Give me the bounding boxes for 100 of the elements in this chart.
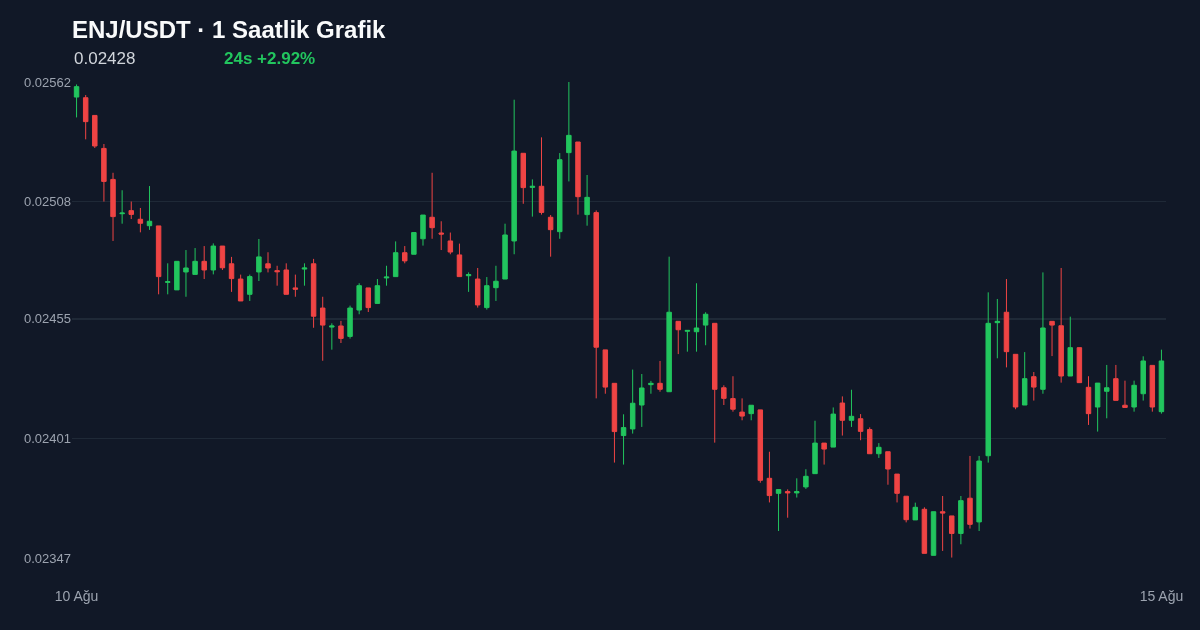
candlestick xyxy=(383,265,390,287)
candlestick xyxy=(848,389,855,428)
candlestick xyxy=(766,451,773,503)
candlestick xyxy=(1104,364,1110,419)
candlestick xyxy=(1122,380,1128,408)
candlestick xyxy=(775,489,782,532)
candlestick xyxy=(119,189,125,225)
candlestick xyxy=(639,373,645,428)
candlestick xyxy=(1076,347,1083,384)
candlestick xyxy=(192,247,198,275)
candlestick xyxy=(183,249,189,298)
candlestick xyxy=(702,311,709,346)
candlestick xyxy=(721,384,727,406)
candlestick xyxy=(876,442,882,459)
candlestick xyxy=(319,296,326,362)
candlestick xyxy=(657,360,663,393)
candlestick xyxy=(502,223,508,280)
candlestick xyxy=(338,320,344,344)
candlestick xyxy=(529,178,536,218)
candlestick xyxy=(292,274,299,298)
candlestick xyxy=(438,220,444,251)
candlestick xyxy=(128,201,134,220)
candlestick xyxy=(274,265,280,287)
candlestick xyxy=(465,271,472,293)
candlestick xyxy=(939,495,946,552)
candlestick xyxy=(237,274,244,302)
candlestick xyxy=(648,380,654,395)
candlestick xyxy=(693,282,700,353)
candlestick xyxy=(830,406,836,448)
y-tick-label: 0.02562 xyxy=(24,74,71,90)
candlestick xyxy=(866,426,873,455)
candlestick xyxy=(784,488,791,519)
candlestick xyxy=(739,397,745,421)
candlestick xyxy=(675,320,681,355)
candlestick xyxy=(447,232,454,255)
candlestick xyxy=(301,262,308,287)
candlestick xyxy=(666,256,672,393)
candlestick xyxy=(247,274,253,302)
candlestick xyxy=(520,152,527,205)
candlestick xyxy=(1058,267,1064,384)
candlestick xyxy=(92,114,98,149)
candlestick xyxy=(620,413,627,466)
candlestick xyxy=(894,473,900,503)
candlestick xyxy=(493,265,499,302)
y-tick-label: 0.02508 xyxy=(24,194,71,210)
candlestick xyxy=(1140,355,1146,402)
candlestick xyxy=(1094,382,1101,433)
candlestick xyxy=(602,349,609,395)
candlestick xyxy=(1040,271,1046,395)
candlestick xyxy=(219,245,226,271)
y-tick-label: 0.02347 xyxy=(24,550,71,566)
candlestick xyxy=(137,207,144,233)
candlestick xyxy=(757,409,764,484)
candlestick xyxy=(1149,364,1156,413)
candlestick xyxy=(684,329,691,353)
candlestick xyxy=(921,506,928,554)
candlestick xyxy=(82,94,89,140)
candlestick xyxy=(994,298,1001,359)
chart-title: ENJ/USDT · 1 Saatlik Grafik xyxy=(72,16,387,44)
candlestick xyxy=(1067,316,1074,377)
candlestick xyxy=(210,242,217,275)
candlestick xyxy=(912,502,919,521)
candlestick xyxy=(794,477,800,499)
candlestick xyxy=(265,251,271,273)
candlestick xyxy=(511,99,517,255)
candlestick xyxy=(329,322,335,351)
text: 24s +2.92% xyxy=(224,49,316,68)
candlestick xyxy=(547,214,554,258)
candlestick xyxy=(365,287,372,313)
candlestick xyxy=(1049,320,1055,357)
candlestick xyxy=(976,455,982,532)
candlestick xyxy=(903,495,909,523)
candlestick xyxy=(201,245,207,280)
candlestick xyxy=(456,243,463,278)
x-tick-label: 15 Ağu xyxy=(1139,588,1184,604)
candlestick xyxy=(1158,349,1165,415)
candlestick xyxy=(958,495,964,545)
candlestick xyxy=(310,258,317,329)
candlestick xyxy=(730,375,736,413)
candlestick xyxy=(629,369,636,435)
candlestick xyxy=(101,143,107,203)
candlestick xyxy=(748,404,754,421)
candlestick xyxy=(885,451,891,486)
candlestick xyxy=(256,238,262,282)
candlestick xyxy=(402,245,408,264)
candlestick xyxy=(1031,371,1037,402)
candlestick xyxy=(73,83,80,118)
candlestick xyxy=(930,511,937,556)
candlestick xyxy=(593,209,599,399)
candlestick xyxy=(1021,351,1028,406)
candlestick xyxy=(538,136,545,216)
candlestick xyxy=(110,172,116,242)
candlestick xyxy=(857,413,864,441)
candlestick xyxy=(283,262,289,295)
candlestick xyxy=(174,260,180,291)
candlestick xyxy=(474,267,481,309)
candlestick xyxy=(1113,364,1119,401)
candlestick xyxy=(1085,375,1092,426)
candlestick xyxy=(1012,353,1019,410)
candlestick xyxy=(839,395,846,437)
